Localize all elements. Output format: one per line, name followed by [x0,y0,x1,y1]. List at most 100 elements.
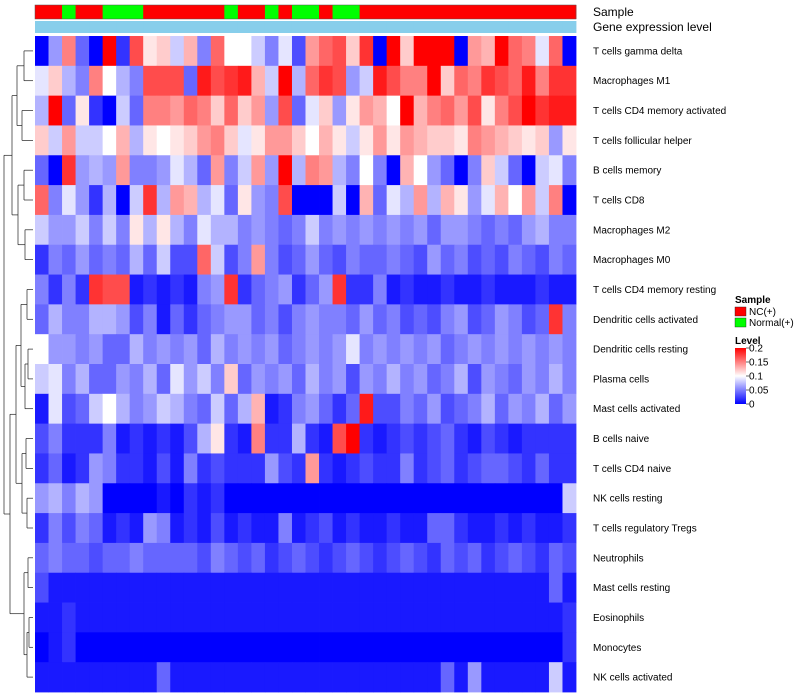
heatmap-cell [170,453,185,484]
heatmap-cell [156,632,171,663]
heatmap-cell [440,214,455,246]
heatmap-cell [413,304,428,335]
heatmap-cell [413,393,428,425]
heatmap-cell [359,542,374,574]
heatmap-cell [494,542,509,574]
heatmap-cell [400,334,415,365]
heatmap-cell [48,393,63,425]
heatmap-cell [440,274,455,305]
heatmap-cell [116,334,131,365]
heatmap-cell [481,364,496,395]
heatmap-cell [75,244,90,275]
heatmap-cell [143,423,158,454]
heatmap-cell [75,65,90,97]
heatmap-cell [494,602,509,633]
heatmap-cell [251,334,266,365]
heatmap-cell [386,364,401,395]
heatmap-cell [156,274,171,305]
heatmap-cell [535,95,550,126]
heatmap-cell [427,214,442,246]
gene-expression-annotation-cell [454,21,469,33]
heatmap-cell [143,542,158,574]
level-legend-title: Level [735,336,761,347]
heatmap-cell [102,334,117,365]
heatmap-cell [548,423,563,454]
heatmap-cell [156,214,171,246]
heatmap-cell [291,214,306,246]
heatmap-cell [48,65,63,97]
heatmap-cell [467,274,482,305]
heatmap-cell [251,274,266,305]
heatmap-cell [197,65,212,97]
heatmap-cell [197,185,212,216]
heatmap-cell [156,513,171,544]
gene-expression-annotation-cell [535,21,550,33]
heatmap-cell [305,632,320,663]
heatmap-cell [197,542,212,574]
heatmap-cell [278,423,293,454]
heatmap-cell [535,602,550,633]
heatmap-cell [440,244,455,275]
heatmap-cell [373,155,388,186]
heatmap-cell [89,185,104,216]
sample-annotation-cell [332,5,347,19]
heatmap-cell [197,602,212,633]
heatmap-cell [508,214,523,246]
heatmap-cell [143,95,158,126]
heatmap-cell [183,572,198,603]
heatmap-cell [467,244,482,275]
heatmap-cell [467,36,482,67]
heatmap-cell [319,274,333,305]
heatmap-cell [102,244,117,275]
heatmap-cell [75,214,90,246]
heatmap-cell [129,483,144,514]
heatmap-cell [251,602,266,633]
heatmap-cell [116,364,131,395]
heatmap-cell [494,65,509,97]
heatmap-cell [521,334,536,365]
heatmap-cell [346,334,360,365]
heatmap-cell [521,483,536,514]
sample-annotation-cell [102,5,117,19]
heatmap-cell [494,483,509,514]
heatmap-cell [508,632,523,663]
heatmap-cell [454,65,469,97]
heatmap-cell [508,542,523,574]
heatmap-cell [481,572,496,603]
heatmap-cell [62,244,76,275]
sample-annotation-cell [373,5,388,19]
sample-annotation-cell [386,5,401,19]
heatmap-cell [116,155,131,186]
heatmap-cell [264,393,279,425]
heatmap-cell [440,185,455,216]
heatmap-cell [373,36,388,67]
heatmap-cell [535,185,550,216]
heatmap-cell [129,364,144,395]
heatmap-cell [48,185,63,216]
heatmap-cell [305,65,320,97]
heatmap-cell [143,274,158,305]
sample-annotation-cell [224,5,239,19]
gene-expression-annotation-cell [400,21,415,33]
heatmap-cell [454,304,469,335]
row-label: T cells CD4 memory resting [593,285,716,296]
heatmap-cell [440,36,455,67]
heatmap-cell [481,36,496,67]
sample-annotation-cell [508,5,523,19]
heatmap-cell [548,572,563,603]
heatmap-cell [359,453,374,484]
heatmap-cell [454,95,469,126]
heatmap-cell [481,214,496,246]
heatmap-cell [210,364,225,395]
heatmap-cell [170,662,185,693]
heatmap-cell [251,125,266,156]
heatmap-cell [332,572,347,603]
heatmap-cell [427,155,442,186]
heatmap-cell [548,364,563,395]
heatmap-cell [102,214,117,246]
heatmap-cell [359,572,374,603]
gene-expression-annotation-cell [237,21,252,33]
heatmap-cell [143,572,158,603]
heatmap-cell [156,542,171,574]
heatmap-cell [454,542,469,574]
